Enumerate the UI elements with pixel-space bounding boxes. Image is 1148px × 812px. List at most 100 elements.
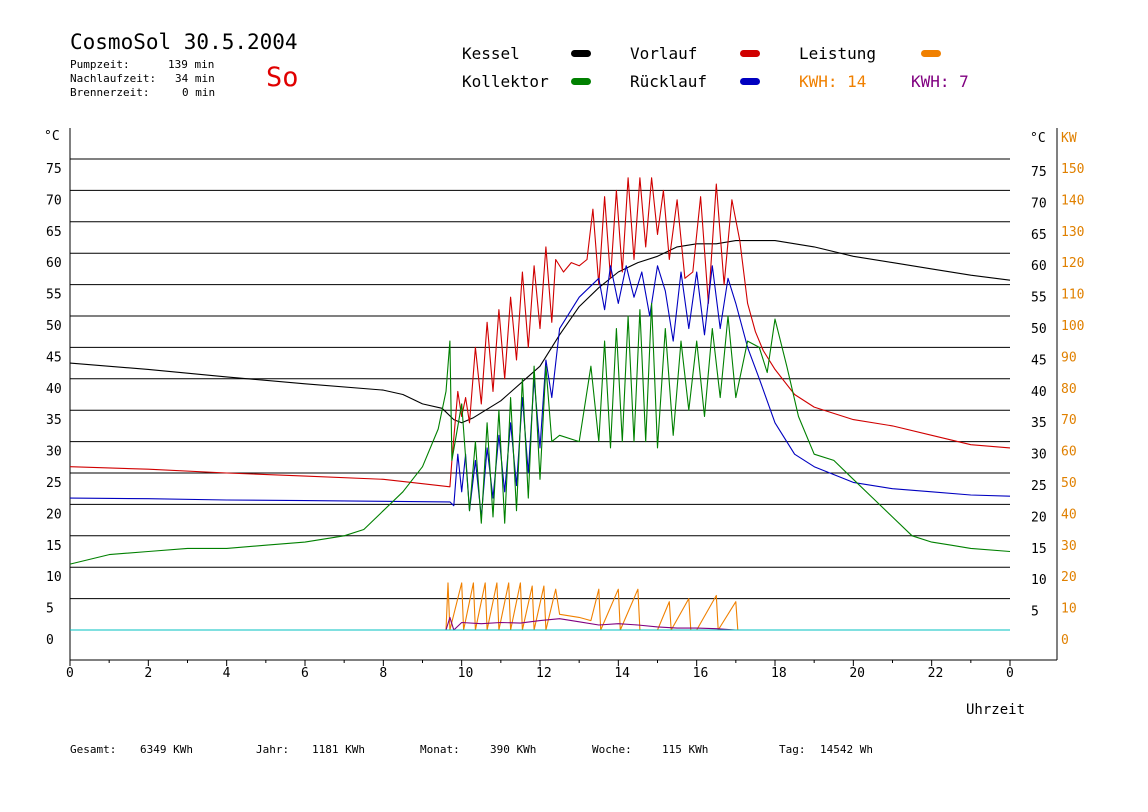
y-tick-label-right: 65 (1031, 228, 1047, 243)
footer-gesamt-label: Gesamt: (70, 743, 117, 756)
x-tick-label: 14 (614, 666, 630, 681)
legend-kollektor-swatch (571, 78, 591, 85)
x-axis-label: Uhrzeit (966, 702, 1025, 718)
y-tick-label-right: 75 (1031, 165, 1047, 180)
legend-leistung-swatch (921, 50, 941, 57)
y-tick-label-left: 15 (46, 539, 62, 554)
y-tick-label-right: 15 (1031, 542, 1047, 557)
y-tick-label-left: 5 (46, 602, 54, 617)
burner-label: Brennerzeit: (70, 86, 150, 99)
footer-jahr-value: 1181 KWh (312, 743, 365, 756)
x-tick-label: 16 (693, 666, 709, 681)
y-tick-label-left: 70 (46, 193, 62, 208)
after-value: 34 min (175, 72, 215, 85)
after-label: Nachlaufzeit: (70, 72, 157, 85)
y-tick-label-left: 35 (46, 413, 62, 428)
pump-value: 139 min (168, 58, 215, 71)
x-tick-label: 0 (66, 666, 74, 681)
y-tick-label-power: 0 (1061, 633, 1069, 648)
y-tick-label-power: 130 (1061, 225, 1084, 240)
chart-title: CosmoSol 30.5.2004 (70, 30, 298, 54)
legend-ruecklauf-swatch (740, 78, 760, 85)
y-tick-label-power: 50 (1061, 476, 1077, 491)
legend-ruecklauf: Rücklauf (630, 72, 708, 91)
footer-jahr-label: Jahr: (256, 743, 290, 756)
y-tick-label-left: 30 (46, 445, 62, 460)
series-kwh-7 (70, 616, 1010, 631)
series-kessel (69, 240, 1011, 424)
y-tick-label-power: 100 (1061, 319, 1084, 334)
y-tick-label-right: 50 (1031, 322, 1047, 337)
y-tick-label-left: 55 (46, 288, 62, 303)
footer-tag-label: Tag: (779, 743, 806, 756)
x-tick-label: 10 (458, 666, 474, 681)
y-tick-label-right: 70 (1031, 196, 1047, 211)
y-axis-unit-left: °C (44, 129, 60, 144)
footer-monat-value: 390 KWh (490, 743, 537, 756)
y-tick-label-left: 50 (46, 319, 62, 334)
y-tick-label-right: 55 (1031, 291, 1047, 306)
burner-value: 0 min (182, 86, 216, 99)
footer-woche-value: 115 KWh (662, 743, 709, 756)
y-tick-label-left: 25 (46, 476, 62, 491)
legend-kollektor: Kollektor (462, 72, 549, 91)
y-tick-label-power: 110 (1061, 288, 1084, 303)
y-tick-label-right: 35 (1031, 416, 1047, 431)
y-tick-label-right: 40 (1031, 385, 1047, 400)
legend-kessel-swatch (571, 50, 591, 57)
y-tick-label-right: 30 (1031, 448, 1047, 463)
series-leistung (70, 582, 1010, 631)
y-tick-label-left: 45 (46, 350, 62, 365)
y-tick-label-power: 150 (1061, 162, 1084, 177)
legend-kwh2: KWH: 7 (911, 72, 969, 91)
legend-vorlauf-swatch (740, 50, 760, 57)
y-tick-label-power: 10 (1061, 602, 1077, 617)
y-tick-label-power: 120 (1061, 256, 1084, 271)
x-tick-label: 22 (928, 666, 944, 681)
footer-monat-label: Monat: (420, 743, 460, 756)
x-tick-label: 0 (1006, 666, 1014, 681)
footer-gesamt-value: 6349 KWh (140, 743, 193, 756)
y-tick-label-power: 140 (1061, 193, 1084, 208)
y-tick-label-power: 40 (1061, 507, 1077, 522)
pump-label: Pumpzeit: (70, 58, 130, 71)
x-tick-label: 8 (379, 666, 387, 681)
x-tick-label: 4 (223, 666, 231, 681)
y-tick-label-left: 60 (46, 256, 62, 271)
y-tick-label-power: 30 (1061, 539, 1077, 554)
y-tick-label-left: 0 (46, 633, 54, 648)
x-tick-label: 2 (144, 666, 152, 681)
legend-kessel: Kessel (462, 44, 520, 63)
y-tick-label-left: 65 (46, 225, 62, 240)
y-tick-label-right: 60 (1031, 259, 1047, 274)
y-tick-label-power: 60 (1061, 445, 1077, 460)
y-tick-label-power: 20 (1061, 570, 1077, 585)
legend-leistung: Leistung (799, 44, 877, 63)
legend-kwh1: KWH: 14 (799, 72, 867, 91)
y-tick-label-power: 70 (1061, 413, 1077, 428)
y-tick-label-power: 90 (1061, 350, 1077, 365)
y-tick-label-right: 10 (1031, 573, 1047, 588)
x-tick-label: 6 (301, 666, 309, 681)
y-axis-unit-right: °C (1030, 131, 1046, 146)
y-tick-label-right: 20 (1031, 510, 1047, 525)
weekday: So (266, 62, 299, 93)
y-tick-label-left: 75 (46, 162, 62, 177)
y-tick-label-right: 45 (1031, 353, 1047, 368)
y-tick-label-left: 10 (46, 570, 62, 585)
series-vorlauf (69, 177, 1011, 488)
y-tick-label-right: 25 (1031, 479, 1047, 494)
x-tick-label: 12 (536, 666, 552, 681)
footer-woche-label: Woche: (592, 743, 632, 756)
series-kollektor (69, 302, 1011, 565)
y-tick-label-right: 5 (1031, 605, 1039, 620)
y-tick-label-left: 40 (46, 382, 62, 397)
y-axis-unit-power: KW (1061, 131, 1077, 146)
x-tick-label: 18 (771, 666, 787, 681)
y-tick-label-left: 20 (46, 507, 62, 522)
x-tick-label: 20 (849, 666, 865, 681)
footer-tag-value: 14542 Wh (820, 743, 873, 756)
legend-vorlauf: Vorlauf (630, 44, 698, 63)
y-tick-label-power: 80 (1061, 382, 1077, 397)
